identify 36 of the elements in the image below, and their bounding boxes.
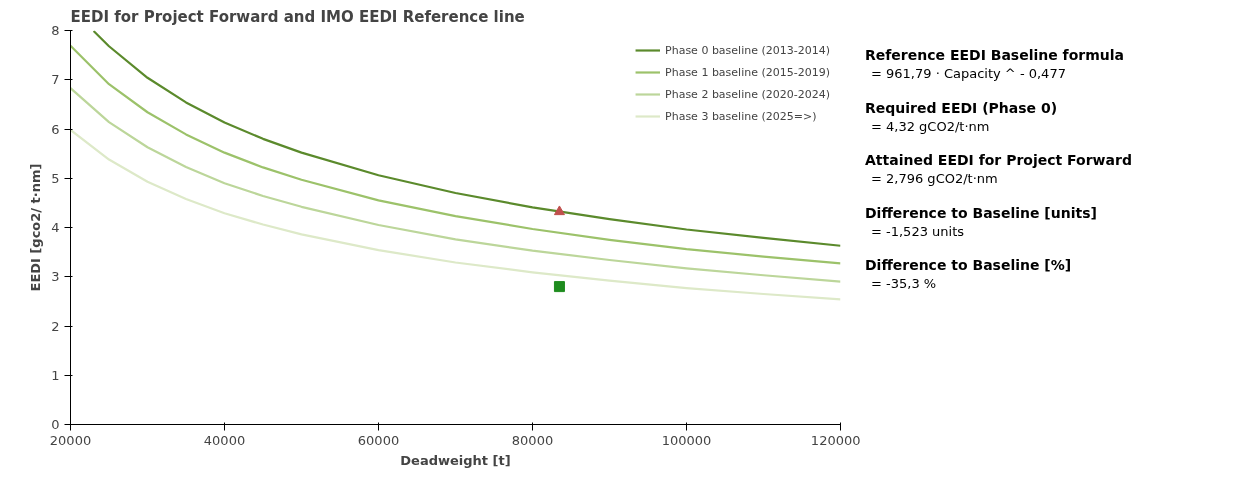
legend-label: Phase 2 baseline (2020-2024) <box>665 87 830 101</box>
y-axis-title: EEDI [gco2/ t·nm] <box>28 163 44 292</box>
y-tick-label: 5 <box>51 170 60 186</box>
text: = 2,796 gCO2/t·nm <box>870 170 999 189</box>
legend-label: Phase 3 baseline (2025=>) <box>665 109 817 123</box>
line-series <box>92 30 841 247</box>
y-tick-label: 3 <box>51 269 60 285</box>
x-tick-label: 60000 <box>357 432 400 448</box>
x-tick-label: 100000 <box>661 432 712 448</box>
text: = -35,3 % <box>870 275 938 294</box>
y-tick-label: 6 <box>51 121 60 137</box>
text: = 4,32 gCO2/t·nm <box>870 117 991 136</box>
text: = -1,523 units <box>870 222 966 241</box>
legend-label: Phase 0 baseline (2013-2014) <box>665 43 830 57</box>
line-series <box>70 87 841 283</box>
text: = 961,79 · Capacity ^ - 0,477 <box>870 65 1067 83</box>
text: Reference EEDI Baseline formula <box>865 46 1126 65</box>
y-tick-label: 0 <box>51 417 60 432</box>
y-tick-label: 1 <box>51 367 60 383</box>
text: Difference to Baseline [%] <box>865 256 1073 276</box>
x-axis-title: Deadweight [t] <box>400 452 511 468</box>
line-series <box>70 128 841 301</box>
line-series <box>70 44 841 265</box>
x-tick-label: 80000 <box>511 432 554 448</box>
y-tick-label: 2 <box>51 318 60 334</box>
x-tick-label: 20000 <box>49 432 92 448</box>
y-tick-label: 8 <box>51 23 60 38</box>
text: Required EEDI (Phase 0) <box>865 98 1059 118</box>
x-tick-label: 40000 <box>203 432 246 448</box>
x-tick-label: 120000 <box>810 432 861 448</box>
y-tick-label: 7 <box>51 72 60 88</box>
text: Attained EEDI for Project Forward <box>865 151 1132 171</box>
text: Difference to Baseline [units] <box>865 203 1098 223</box>
chart-title: EEDI for Project Forward and IMO EEDI Reference line <box>70 7 525 26</box>
y-tick-label: 4 <box>51 220 60 235</box>
legend-label: Phase 1 baseline (2015-2019) <box>665 65 830 79</box>
